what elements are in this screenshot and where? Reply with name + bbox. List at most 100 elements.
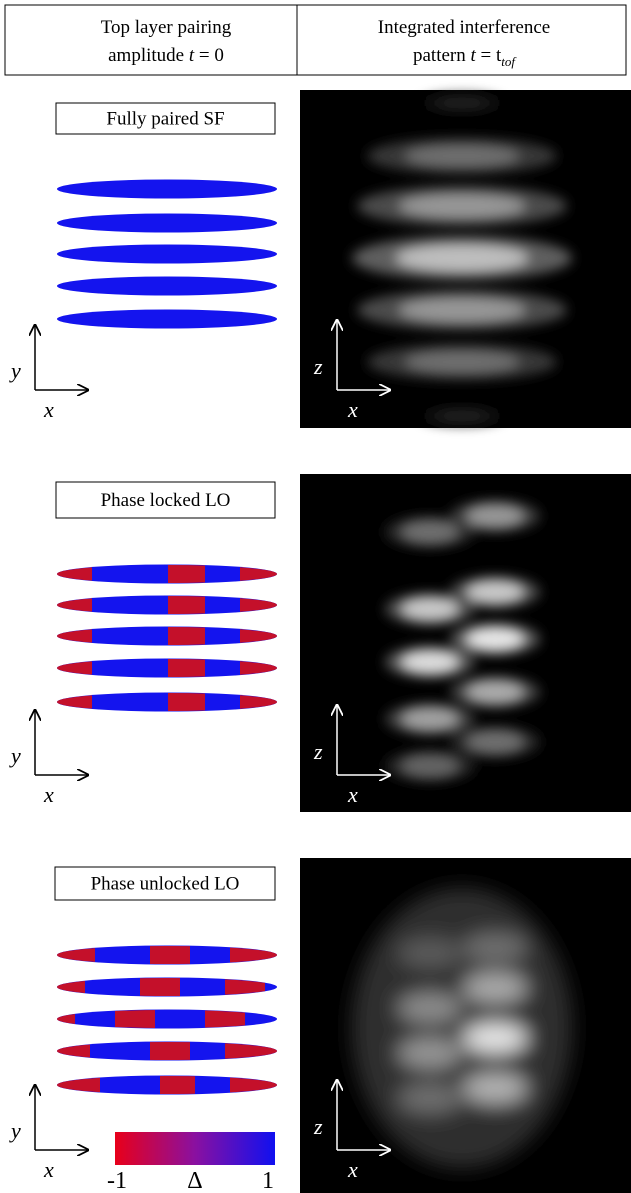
blob bbox=[467, 731, 523, 753]
stripe bbox=[225, 978, 265, 996]
stripe bbox=[205, 1010, 245, 1028]
layer bbox=[57, 626, 277, 646]
axis-label: x bbox=[43, 397, 54, 422]
header-text: Integrated interference bbox=[378, 17, 550, 38]
stripe bbox=[160, 1076, 195, 1094]
panel-label-box bbox=[54, 866, 276, 901]
layer bbox=[57, 595, 277, 615]
axis-label: x bbox=[43, 1157, 54, 1182]
blob bbox=[398, 938, 462, 968]
colorbar-gradient bbox=[115, 1132, 275, 1165]
stripe bbox=[240, 596, 277, 614]
blob bbox=[405, 145, 519, 167]
stripe bbox=[150, 946, 190, 964]
blob bbox=[402, 755, 458, 777]
layer bbox=[57, 179, 277, 199]
panel-label: Fully paired SF bbox=[106, 109, 224, 130]
stripe bbox=[240, 565, 277, 583]
header-var: t bbox=[189, 45, 195, 66]
colorbar-min: -1 bbox=[107, 1168, 127, 1193]
colorbar-max: 1 bbox=[262, 1168, 274, 1193]
blob bbox=[405, 351, 519, 373]
header-text: amplitude t = 0 bbox=[108, 45, 224, 66]
layer bbox=[57, 692, 277, 712]
stripe bbox=[168, 627, 205, 645]
stripe bbox=[57, 1042, 90, 1060]
stripe bbox=[168, 565, 205, 583]
axis-label: z bbox=[313, 354, 323, 379]
blob bbox=[398, 993, 462, 1023]
blob bbox=[352, 888, 572, 1168]
header-subscript: tof bbox=[501, 54, 517, 69]
layer bbox=[57, 309, 277, 329]
axis-label: x bbox=[347, 782, 358, 807]
header-text: Top layer pairing bbox=[101, 17, 232, 38]
blob bbox=[438, 98, 486, 108]
stripe bbox=[225, 1042, 277, 1060]
stripe bbox=[168, 693, 205, 711]
axis-label: z bbox=[313, 739, 323, 764]
stripe bbox=[57, 1010, 75, 1028]
stripe bbox=[57, 693, 92, 711]
pattern bbox=[352, 888, 572, 1168]
blob bbox=[402, 708, 458, 730]
layer bbox=[57, 276, 277, 296]
colorbar-label: Δ bbox=[187, 1168, 202, 1193]
stripe bbox=[57, 627, 92, 645]
layer bbox=[57, 658, 277, 678]
layer bbox=[57, 564, 277, 584]
stripe bbox=[115, 1010, 155, 1028]
stripe bbox=[240, 627, 277, 645]
blob bbox=[467, 505, 523, 527]
blob bbox=[463, 933, 527, 963]
blob bbox=[402, 598, 458, 620]
panel-label-box bbox=[55, 481, 276, 519]
axis-label: y bbox=[9, 1118, 21, 1143]
stripe bbox=[57, 565, 92, 583]
stripe bbox=[240, 659, 277, 677]
blob bbox=[463, 1023, 527, 1053]
blob bbox=[463, 973, 527, 1003]
stripe bbox=[140, 978, 180, 996]
blob bbox=[399, 194, 525, 218]
panel-label: Phase locked LO bbox=[101, 490, 231, 511]
header-var: t bbox=[471, 45, 477, 66]
colorbar: -1 Δ 1 bbox=[107, 1132, 275, 1193]
blob bbox=[398, 1083, 462, 1113]
header-text: pattern t = ttof bbox=[413, 45, 517, 69]
blob bbox=[396, 244, 528, 272]
stripe bbox=[57, 946, 95, 964]
stripe bbox=[168, 659, 205, 677]
axis-label: x bbox=[43, 782, 54, 807]
header-text: amplitude bbox=[108, 45, 184, 66]
stripe bbox=[240, 693, 277, 711]
axis-label: y bbox=[9, 358, 21, 383]
stripe bbox=[57, 596, 92, 614]
blob bbox=[467, 681, 523, 703]
layer bbox=[57, 213, 277, 233]
axis-label: y bbox=[9, 743, 21, 768]
panel-label-box bbox=[55, 102, 276, 135]
pattern bbox=[352, 95, 572, 424]
stripe bbox=[150, 1042, 190, 1060]
pattern bbox=[385, 500, 540, 782]
axis-label: x bbox=[347, 397, 358, 422]
blob bbox=[467, 581, 523, 603]
stripe bbox=[168, 596, 205, 614]
blob bbox=[463, 1073, 527, 1103]
stripe bbox=[57, 978, 85, 996]
header-box bbox=[4, 4, 627, 76]
axis-label: z bbox=[313, 1114, 323, 1139]
axis-label: x bbox=[347, 1157, 358, 1182]
blob bbox=[402, 651, 458, 673]
panel-label: Phase unlocked LO bbox=[91, 874, 240, 895]
blob bbox=[399, 298, 525, 322]
header: Top layer pairing amplitude t = 0 Integr… bbox=[4, 4, 627, 76]
layer bbox=[57, 244, 277, 264]
blob bbox=[398, 1038, 462, 1068]
header-text: pattern bbox=[413, 45, 466, 66]
